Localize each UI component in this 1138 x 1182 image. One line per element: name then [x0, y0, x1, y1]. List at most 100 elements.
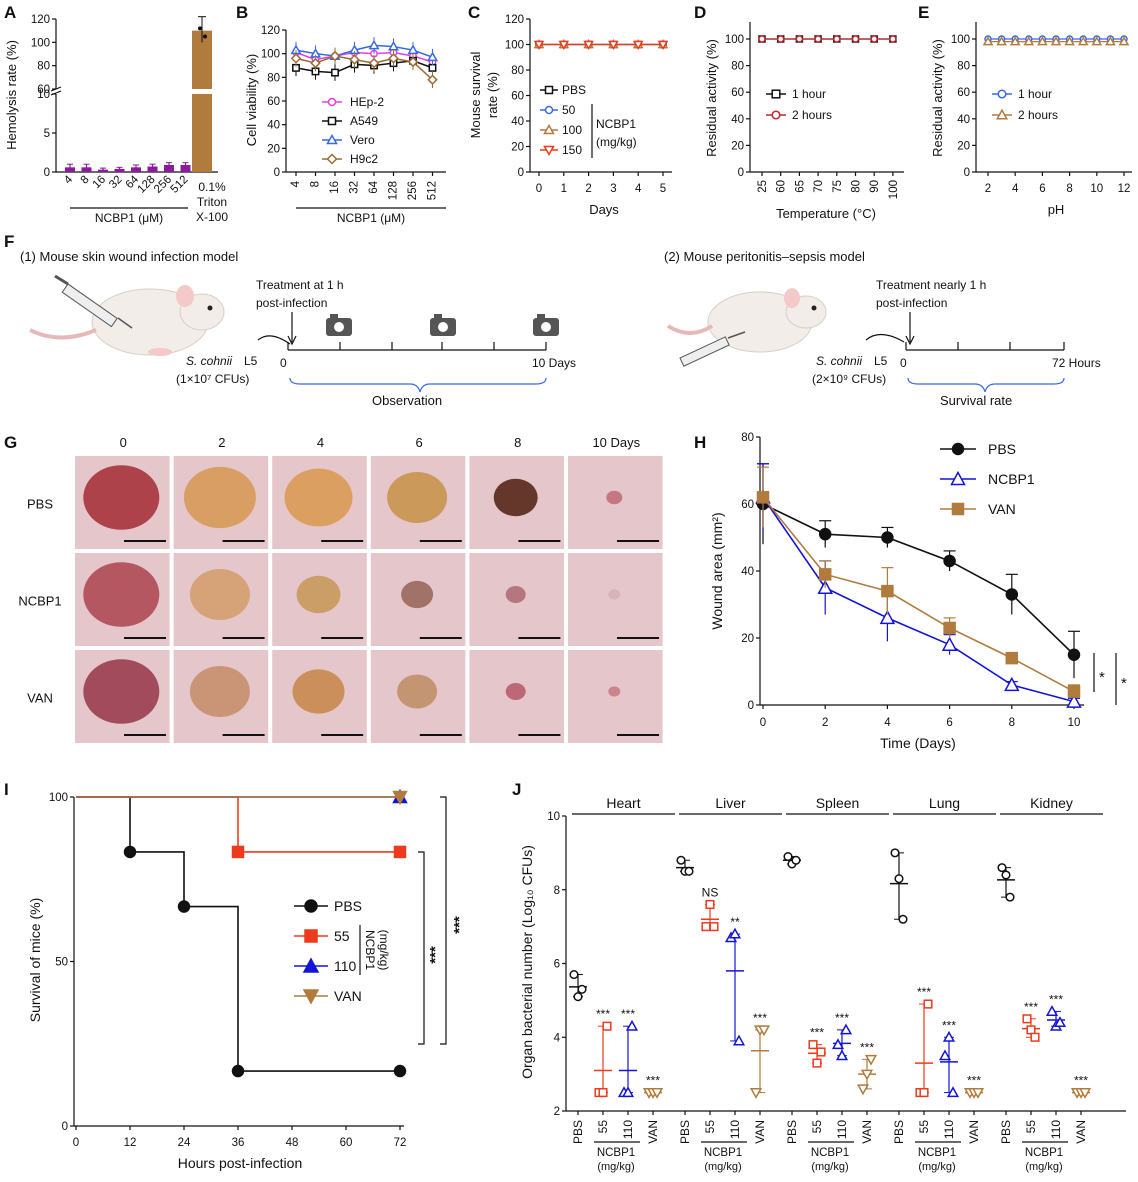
e-point: [982, 36, 994, 46]
j-point: [625, 1019, 639, 1031]
b-point: [388, 40, 399, 51]
b-x-tick-label: 128: [388, 181, 400, 200]
i-sig-label-2: ***: [451, 916, 468, 934]
a-y-tick-label: 120: [31, 14, 50, 26]
j-point: [856, 1084, 870, 1096]
panel-label-a: A: [4, 3, 16, 22]
i-legend-group-2: (mg/kg): [377, 930, 391, 971]
a-group-label: NCBP1 (μM): [95, 211, 163, 225]
i-legend-label: 110: [334, 958, 357, 974]
j-point: [808, 1040, 818, 1050]
j-sig-label: ***: [917, 985, 931, 999]
f-bracket2: Survival rate: [940, 393, 1012, 408]
b-x-tick-label: 64: [368, 180, 380, 193]
e-point: [1037, 36, 1048, 46]
j-point: [997, 863, 1007, 873]
h-point: [941, 636, 958, 651]
c-x-tick-label: 5: [660, 183, 666, 195]
j-sig-label: ***: [860, 1040, 874, 1054]
h-point: [1067, 685, 1081, 698]
d-x-tick-label: 60: [776, 180, 788, 193]
h-series-line: [762, 503, 1075, 656]
j-point: [923, 999, 933, 1009]
h-y-tick-label: 80: [741, 432, 754, 444]
j-x-tick-label: VAN: [1074, 1120, 1088, 1144]
j-x-tick-label: 55: [703, 1120, 717, 1134]
g-wound-area: [83, 562, 160, 627]
a-bar: [147, 166, 158, 172]
j-group-label-2: (mg/kg): [597, 1161, 634, 1173]
f-organism2: S. cohnii: [816, 354, 862, 368]
e-x-tick-label: 2: [985, 183, 991, 195]
d-y-tick-label: 40: [731, 114, 744, 126]
d-point: [870, 35, 878, 43]
c-legend-label: 100: [562, 123, 582, 137]
j-y-tick-label: 10: [547, 811, 560, 823]
e-point: [1091, 36, 1103, 46]
h-x-tick-label: 4: [884, 717, 891, 729]
d-legend-label: 2 hours: [792, 108, 832, 122]
j-y-tick-label: 4: [554, 1032, 561, 1044]
j-x-tick-label: 110: [835, 1120, 849, 1139]
f-end1: 10 Days: [532, 356, 576, 370]
j-sig-label: ***: [753, 1011, 767, 1025]
d-y-tick-label: 0: [738, 167, 744, 179]
j-sig-label: **: [730, 915, 740, 929]
h-y-tick-label: 60: [741, 499, 754, 511]
j-x-tick-label: VAN: [860, 1120, 874, 1144]
j-point: [1005, 892, 1015, 902]
a-triton-label-3: X-100: [196, 210, 228, 224]
g-day-label: 8: [514, 435, 521, 450]
b-point: [427, 51, 438, 62]
e-x-tick-label: 12: [1118, 183, 1131, 195]
j-x-tick-label: PBS: [678, 1120, 692, 1144]
j-point: [1026, 1025, 1036, 1035]
j-point: [602, 1021, 612, 1031]
j-y-label: Organ bacterial number (Log₁₀ CFUs): [519, 845, 535, 1079]
syringe-icon: [679, 331, 746, 367]
i-x-tick-label: 0: [73, 1137, 79, 1149]
a-bar: [192, 30, 212, 90]
c-point: [583, 40, 594, 51]
f-dose1: (1×10⁷ CFUs): [176, 372, 249, 386]
j-x-tick-label: 110: [621, 1120, 635, 1139]
b-y-tick-label: 0: [274, 167, 280, 179]
i-legend-label: 55: [334, 928, 350, 944]
a-y-tick-label: 80: [37, 61, 50, 73]
h-legend-label: NCBP1: [988, 471, 1035, 487]
d-point: [889, 35, 897, 43]
chart-h-wound-area: 0 20 40 60 80 0 2 4 6 8 10 Wound area (mm²) Time (Da…: [709, 432, 1127, 751]
j-group-label-1: NCBP1: [597, 1147, 635, 1159]
j-sig-label: ***: [967, 1074, 981, 1088]
d-x-tick-label: 100: [888, 180, 900, 199]
i-y-tick-label: 0: [62, 1121, 68, 1133]
a-x-tick-label: 8: [79, 174, 92, 187]
j-point: [812, 1058, 822, 1068]
e-point: [1118, 36, 1130, 46]
j-x-tick-label: 55: [1024, 1120, 1038, 1134]
b-legend-label: Vero: [350, 133, 375, 147]
c-point: [657, 40, 669, 51]
h-point: [818, 527, 832, 541]
i-x-tick-label: 36: [232, 1137, 245, 1149]
d-y-label: Residual activity (%): [704, 39, 719, 157]
j-group-label-1: NCBP1: [918, 1147, 956, 1159]
e-y-tick-label: 80: [957, 61, 970, 73]
j-point: [1001, 870, 1011, 880]
chart-e-ph-stability: 0 20 40 60 80 100 Residual activity (%) 2 4 6 8 10 1…: [930, 22, 1132, 217]
j-y-tick-label: 6: [554, 959, 560, 971]
f-organism1: S. cohnii: [186, 354, 232, 368]
j-organ-label: Kidney: [1030, 795, 1073, 811]
f-strain2: L5: [874, 354, 888, 368]
b-point: [388, 53, 399, 64]
i-sig-bracket-1: [418, 851, 425, 1045]
e-point: [1023, 36, 1035, 46]
panel-label-j: J: [512, 780, 521, 799]
j-point: [749, 1088, 763, 1099]
e-point: [1105, 36, 1116, 46]
f-treat1-line1: Treatment at 1 h: [256, 278, 344, 292]
j-point: [938, 1049, 952, 1061]
b-y-tick-label: 80: [267, 72, 280, 84]
